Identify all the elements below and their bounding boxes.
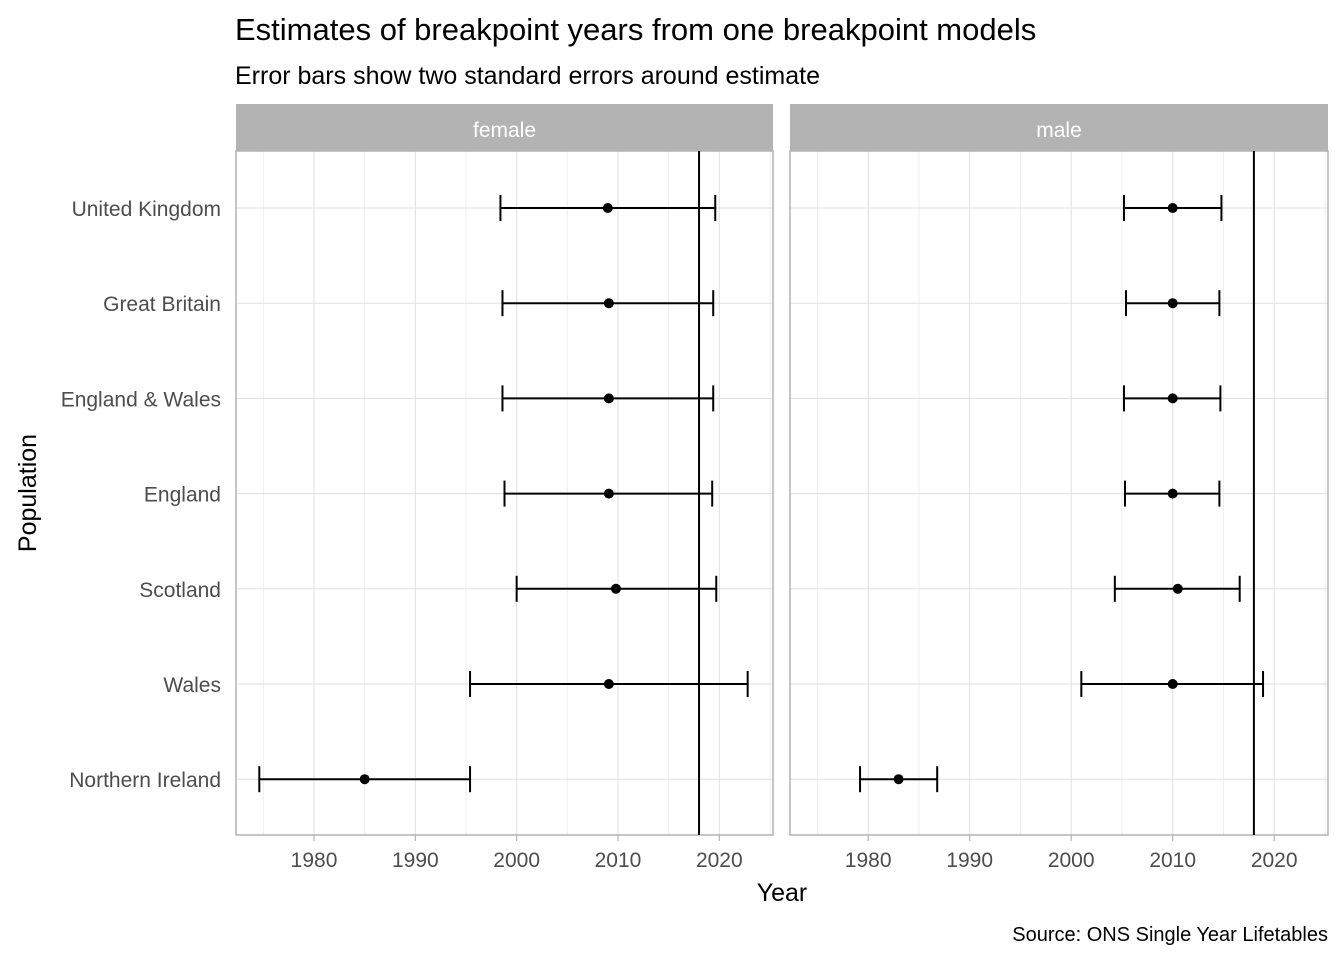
estimate-point — [603, 679, 614, 689]
estimate-point — [610, 583, 621, 594]
estimate-point — [1172, 583, 1183, 594]
estimate-point — [359, 774, 370, 785]
x-tick-label: 2000 — [1048, 849, 1095, 872]
y-axis-labels: United Kingdom Great Britain England & Wal… — [61, 198, 221, 792]
estimate-point — [602, 203, 613, 213]
estimate-point — [603, 393, 614, 404]
x-tick-label: 1980 — [845, 849, 892, 872]
x-tick-label: 1990 — [392, 849, 439, 872]
y-tick-label: Wales — [163, 674, 221, 697]
facet-strip-label: female — [473, 119, 536, 142]
y-tick-label: Northern Ireland — [69, 769, 221, 792]
x-axis-title: Year — [757, 879, 808, 907]
panel-border — [235, 150, 774, 836]
x-tick-label: 2000 — [493, 849, 540, 872]
estimate-point — [1167, 488, 1178, 499]
estimate-point — [1167, 393, 1178, 404]
facet-panel-female: female 1980 1990 2000 2010 2020 — [235, 104, 774, 872]
estimate-point — [603, 298, 614, 309]
facet-panels: female 1980 1990 2000 2010 2020 male 1980 1990 20… — [235, 104, 1329, 872]
estimate-point — [1167, 298, 1178, 309]
panel-border — [789, 150, 1329, 836]
x-tick-label: 2010 — [1149, 849, 1196, 872]
chart-title: Estimates of breakpoint years from one b… — [235, 12, 1036, 47]
y-tick-label: United Kingdom — [72, 198, 221, 221]
estimate-point — [1167, 679, 1178, 689]
facet-strip — [236, 104, 773, 151]
facet-strip — [790, 104, 1328, 151]
chart-caption: Source: ONS Single Year Lifetables — [1012, 924, 1328, 946]
y-tick-label: Scotland — [139, 579, 221, 602]
estimate-point — [893, 774, 904, 785]
facet-panel-male: male 1980 1990 2000 2010 2020 — [789, 104, 1329, 872]
x-tick-label: 1990 — [946, 849, 993, 872]
estimate-point — [1167, 203, 1178, 213]
x-tick-label: 1980 — [291, 849, 338, 872]
x-tick-label: 2020 — [1251, 849, 1298, 872]
y-tick-label: England & Wales — [61, 388, 221, 411]
y-axis-title: Population — [14, 434, 42, 552]
facet-strip-label: male — [1036, 119, 1082, 142]
x-tick-label: 2020 — [696, 849, 743, 872]
y-tick-label: England — [144, 484, 221, 507]
estimate-point — [603, 488, 614, 499]
y-tick-label: Great Britain — [103, 293, 221, 316]
chart-subtitle: Error bars show two standard errors arou… — [235, 62, 820, 90]
x-tick-label: 2010 — [595, 849, 642, 872]
